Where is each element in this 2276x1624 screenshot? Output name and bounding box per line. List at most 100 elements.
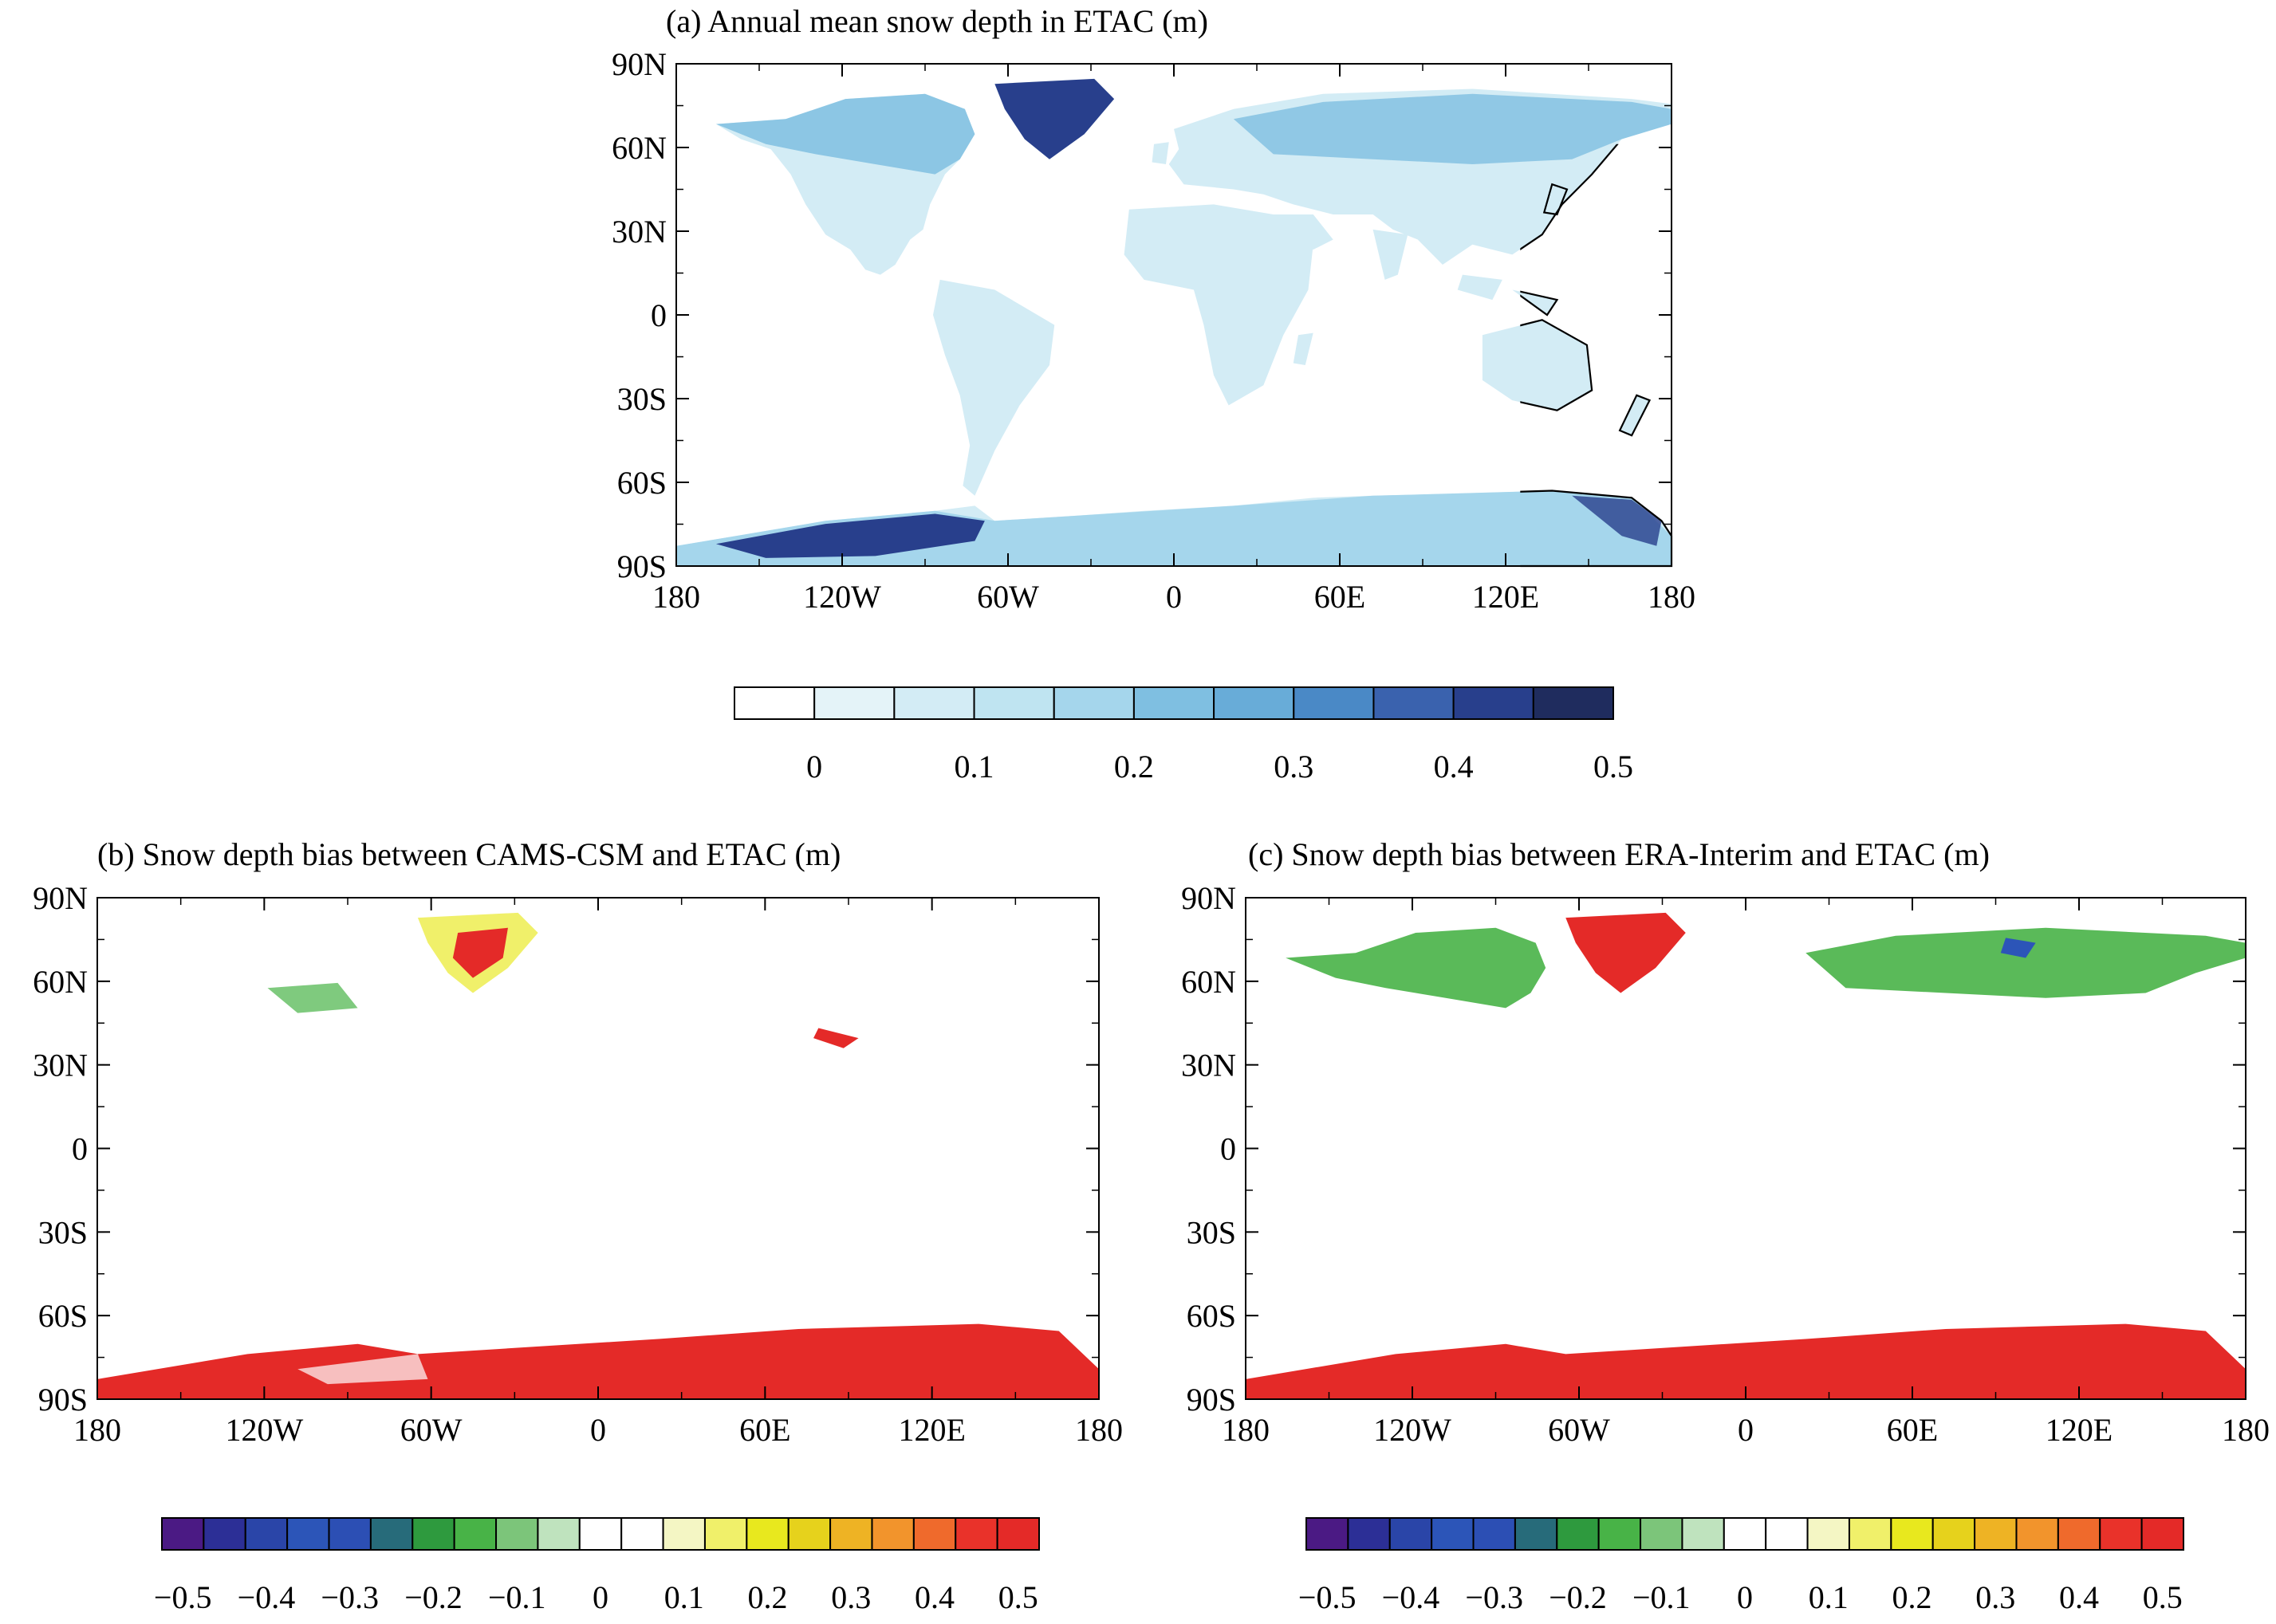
lon-tick-label: 120W (1373, 1412, 1451, 1448)
colorbar-swatch (1597, 1517, 1642, 1551)
lat-tick-label: 30N (33, 1048, 88, 1083)
field-overlay (1246, 912, 2246, 1399)
colorbar-label: −0.1 (488, 1579, 546, 1615)
field-overlay (97, 912, 1099, 1399)
lat-tick-label: 0 (651, 297, 667, 333)
colorbar-swatch (1765, 1517, 1809, 1551)
colorbar-swatch (1806, 1517, 1850, 1551)
lon-tick-label: 0 (1738, 1412, 1754, 1448)
panel-c-map (1245, 897, 2246, 1400)
lat-tick-label: 60N (612, 130, 667, 166)
panel-a-map (675, 63, 1673, 568)
colorbar-label: −0.4 (238, 1579, 296, 1615)
panel-a-title: (a) Annual mean snow depth in ETAC (m) (666, 3, 1208, 39)
lat-tick-label: 90S (1187, 1382, 1236, 1418)
colorbar-swatch (662, 1517, 706, 1551)
colorbar-swatch (1293, 686, 1375, 720)
lat-tick-label: 90N (33, 880, 88, 916)
lon-tick-label: 120E (2046, 1412, 2113, 1448)
colorbar-swatch (411, 1517, 455, 1551)
colorbar-swatch (1388, 1517, 1433, 1551)
colorbar-swatch (1974, 1517, 2018, 1551)
colorbar-label: −0.2 (1549, 1579, 1607, 1615)
colorbar-swatch (1431, 1517, 1475, 1551)
colorbar-swatch (495, 1517, 539, 1551)
lon-tick-label: 120E (1472, 579, 1539, 615)
lat-tick-label: 90S (617, 549, 667, 584)
colorbar-label: −0.2 (404, 1579, 463, 1615)
colorbar-label: −0.3 (321, 1579, 379, 1615)
colorbar-label: 0.3 (1975, 1579, 2015, 1615)
colorbar-swatch (537, 1517, 581, 1551)
lon-tick-label: 60W (1548, 1412, 1610, 1448)
lat-tick-label: 60S (38, 1298, 88, 1334)
colorbar-swatch (203, 1517, 246, 1551)
lon-tick-label: 60E (739, 1412, 790, 1448)
land-fill (676, 78, 1672, 566)
colorbar-label: −0.1 (1632, 1579, 1691, 1615)
colorbar-swatch (2057, 1517, 2101, 1551)
lon-tick-label: 0 (1166, 579, 1182, 615)
lat-tick-label: 30S (38, 1214, 88, 1250)
lon-tick-label: 180 (73, 1412, 121, 1448)
colorbar-label: 0.1 (1809, 1579, 1849, 1615)
lon-tick-label: 60E (1314, 579, 1365, 615)
colorbar-label: 0.1 (955, 749, 994, 784)
colorbar-swatch (1556, 1517, 1600, 1551)
field-overlay (676, 78, 1672, 566)
lon-tick-label: 180 (1075, 1412, 1123, 1448)
lon-tick-label: 0 (590, 1412, 606, 1448)
lon-tick-label: 60E (1887, 1412, 1938, 1448)
colorbar-swatch (746, 1517, 790, 1551)
lat-tick-label: 0 (1220, 1131, 1236, 1167)
colorbar-swatch (813, 686, 896, 720)
colorbar-label: 0.2 (1892, 1579, 1932, 1615)
colorbar-swatch (1213, 686, 1295, 720)
lat-tick-label: 60S (1187, 1298, 1236, 1334)
colorbar-swatch (893, 686, 975, 720)
colorbar-swatch (912, 1517, 957, 1551)
colorbar-swatch (829, 1517, 873, 1551)
colorbar-label: 0.4 (1434, 749, 1474, 784)
colorbar-swatch (1890, 1517, 1934, 1551)
colorbar-swatch (1848, 1517, 1892, 1551)
colorbar-swatch (1532, 686, 1615, 720)
colorbar-swatch (1723, 1517, 1767, 1551)
colorbar-swatch (2099, 1517, 2143, 1551)
lon-tick-label: 120E (898, 1412, 965, 1448)
lon-tick-label: 180 (1648, 579, 1695, 615)
colorbar-swatch (1640, 1517, 1683, 1551)
colorbar-swatch (578, 1517, 623, 1551)
lat-tick-label: 30N (1181, 1048, 1236, 1083)
colorbar-swatch (1372, 686, 1455, 720)
colorbar-swatch (161, 1517, 205, 1551)
colorbar-label: 0.2 (1114, 749, 1154, 784)
panel-c: (c) Snow depth bias between ERA-Interim … (1181, 836, 2270, 1615)
colorbar-label: 0 (593, 1579, 608, 1615)
lat-tick-label: 30S (1187, 1214, 1236, 1250)
lat-tick-label: 90N (612, 46, 667, 82)
lat-tick-label: 0 (72, 1131, 88, 1167)
lat-tick-label: 60N (1181, 964, 1236, 1000)
colorbar-swatch (1472, 1517, 1516, 1551)
panel-c-title: (c) Snow depth bias between ERA-Interim … (1248, 836, 1990, 872)
lon-tick-label: 120W (803, 579, 881, 615)
lat-tick-label: 30S (617, 381, 667, 417)
colorbar-label: −0.5 (1298, 1579, 1357, 1615)
colorbar-swatch (703, 1517, 748, 1551)
colorbar-label: −0.4 (1382, 1579, 1440, 1615)
colorbar-swatch (244, 1517, 289, 1551)
land-fill (97, 912, 1099, 1399)
colorbar-label: 0.5 (1593, 749, 1633, 784)
colorbar-swatch (453, 1517, 498, 1551)
colorbar-swatch (369, 1517, 414, 1551)
colorbar-swatch (2015, 1517, 2059, 1551)
colorbar-label: 0.2 (748, 1579, 788, 1615)
colorbar-swatch (1347, 1517, 1391, 1551)
panel-a: (a) Annual mean snow depth in ETAC (m) 9… (612, 3, 1695, 784)
colorbar-swatch (787, 1517, 832, 1551)
lon-tick-label: 180 (2222, 1412, 2270, 1448)
